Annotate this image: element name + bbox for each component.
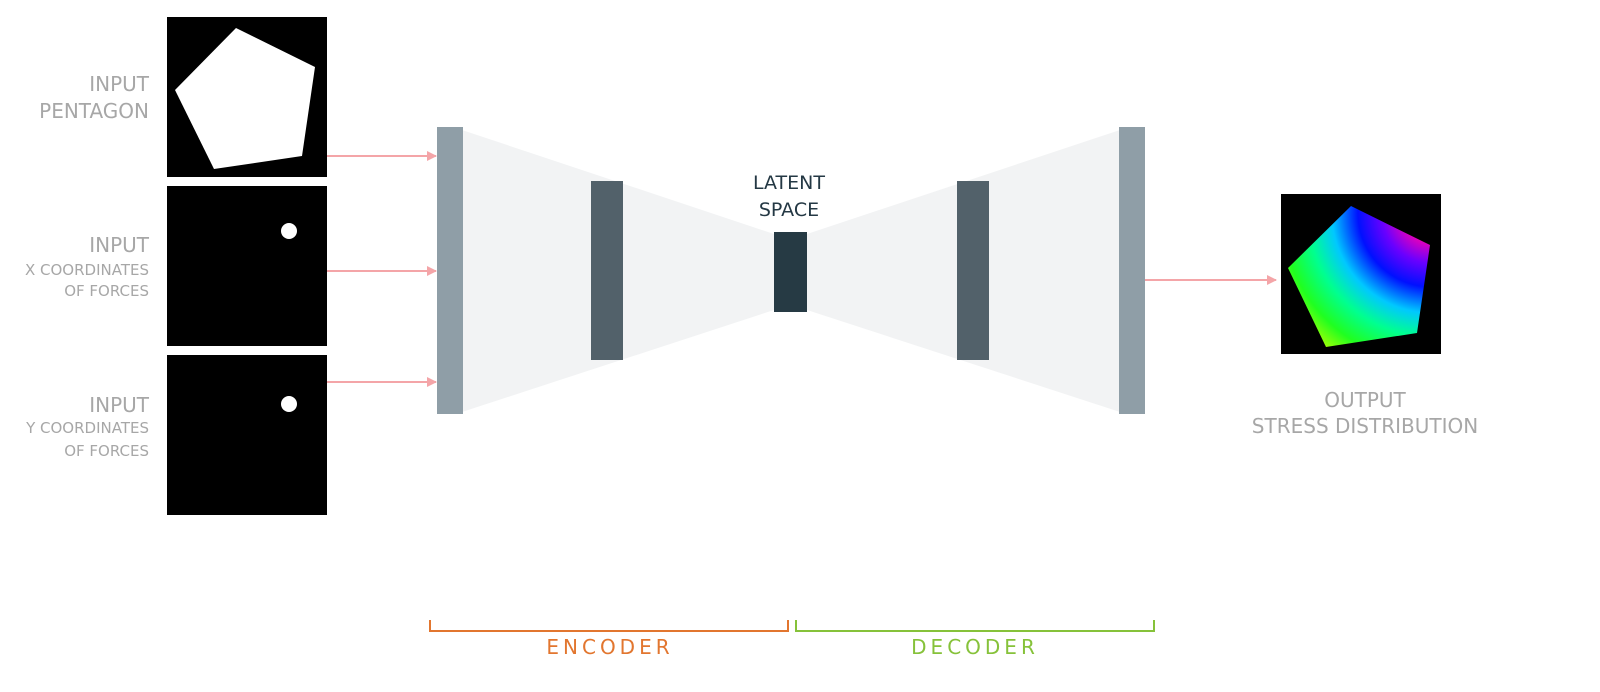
input-y-label-line3: OF FORCES xyxy=(64,442,149,460)
decoder-bracket xyxy=(795,620,1155,632)
encoder-hidden-layer xyxy=(591,181,623,360)
decoder-label: DECODER xyxy=(911,635,1039,659)
input-y-label-line1: INPUT xyxy=(89,393,150,417)
input-x-forces-image xyxy=(167,186,327,346)
input-pentagon-image xyxy=(167,17,327,177)
latent-label-line2: SPACE xyxy=(759,199,819,221)
encoder-label: ENCODER xyxy=(546,635,673,659)
encoder-input-layer xyxy=(437,127,463,414)
decoder-output-layer xyxy=(1119,127,1145,414)
input-pentagon-label-line2: PENTAGON xyxy=(39,99,149,123)
force-point-x xyxy=(281,223,297,239)
encoder-bracket xyxy=(429,620,789,632)
output-stress-image xyxy=(1281,194,1441,354)
input-pentagon-label-line1: INPUT xyxy=(89,72,150,96)
decoder-hidden-layer xyxy=(957,181,989,360)
input-x-label-line1: INPUT xyxy=(89,233,150,257)
output-label-line1: OUTPUT xyxy=(1324,388,1406,412)
latent-space-block xyxy=(774,232,807,312)
input-x-label-line2: X COORDINATES xyxy=(25,261,149,279)
input-y-forces-image xyxy=(167,355,327,515)
input-y-label-line2: Y COORDINATES xyxy=(25,419,149,437)
force-point-y xyxy=(281,396,297,412)
output-label-line2: STRESS DISTRIBUTION xyxy=(1252,414,1478,438)
latent-label-line1: LATENT xyxy=(753,172,825,194)
pentagon-shape xyxy=(175,28,315,169)
input-x-label-line3: OF FORCES xyxy=(64,282,149,300)
